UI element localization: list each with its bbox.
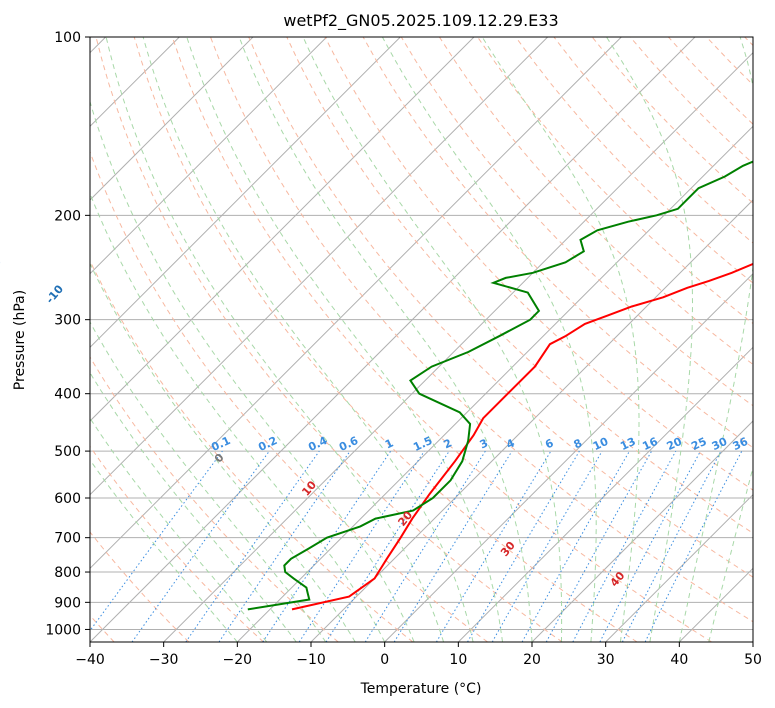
mixing-ratio-line [545,450,653,642]
y-tick-label: 800 [54,565,81,581]
dry-adiabat-line [438,37,753,366]
dry-adiabat-line [400,37,753,407]
dry-adiabat-line [248,37,753,578]
dry-adiabat-line [286,37,753,534]
moist-adiabat-line [142,37,474,642]
axes: −40 −30 −20 −10 0 10 20 30 40 50 100 200 300 400 500 60… [45,30,762,668]
isotherm-line [163,51,753,642]
moist-adiabat-line [90,371,297,642]
moist-adiabat-line [105,37,445,642]
mixing-ratio-line [90,450,223,632]
y-tick-label: 300 [54,313,81,329]
mixing-ratio-line [262,450,392,642]
moist-adiabat-line [381,37,597,642]
x-tick-label: 40 [670,652,688,668]
dry-adiabat-line [95,37,563,642]
isotherm-line [605,493,753,642]
x-tick-label: −40 [75,652,105,668]
isotherm-line [90,37,328,275]
x-tick-label: −10 [296,652,326,668]
mixing-ratio-line [131,450,270,642]
y-tick-label: 200 [54,208,81,224]
y-axis-label: Pressure (hPa) [12,290,28,390]
y-tick-label: 100 [54,30,81,46]
dry-adiabat-line [171,37,712,642]
moist-adiabat-line [606,37,693,642]
dry-adiabat-line [90,356,339,642]
y-tick-label: 500 [54,444,81,460]
mixing-ratio-label: 10 [591,435,611,453]
mixing-ratio-line [185,450,320,642]
dry-adiabat-label: -20 [0,255,4,279]
mixing-ratio-label: 25 [689,435,708,453]
x-tick-label: 0 [380,652,389,668]
isotherm-line [90,37,549,496]
temperature-profile [291,262,753,611]
moist-adiabat-line [90,459,238,642]
mixing-ratio-line [521,450,630,642]
profile-lines [247,160,753,611]
mixing-ratio-label: 20 [665,435,685,453]
dry-adiabat-label: -10 [43,282,66,306]
isotherm-line [90,37,401,349]
moist-adiabat-line [90,417,268,642]
mixing-ratio-line [298,450,425,642]
mixing-ratio-line [644,450,743,642]
moist-adiabat-line [90,99,415,642]
dry-adiabat-line [515,37,753,284]
isotherm-line [90,37,475,422]
moist-adiabat-line [186,37,503,642]
moist-adiabat-line [481,37,640,642]
mixing-ratio-line [393,450,513,642]
mixing-ratio-line [572,450,677,642]
mixing-ratio-label: 36 [731,435,751,453]
isotherm-line [90,37,254,201]
isotherm-line [457,346,753,642]
isotherm-line [236,125,753,642]
moist-adiabat-line [90,192,386,642]
y-tick-label: 700 [54,531,81,547]
y-tick-label: 900 [54,595,81,611]
isotherm-line [531,420,753,642]
mixing-ratio-label: 13 [618,435,637,453]
y-tick-label: 1000 [45,622,81,638]
x-tick-label: 50 [744,652,762,668]
plot-area [90,37,753,642]
isotherm-line [90,37,622,570]
moist-adiabat-line [238,37,533,642]
x-tick-label: 20 [523,652,541,668]
dry-adiabat-line [210,37,753,623]
y-tick-label: 600 [54,491,81,507]
x-tick-label: 10 [449,652,467,668]
mixing-ratio-line [325,450,450,642]
dry-adiabat-line [90,445,264,642]
background-lines [90,37,753,642]
x-tick-label: −20 [223,652,253,668]
dry-adiabat-line [90,259,414,642]
plot-frame [89,36,754,643]
y-tick-label: 400 [54,387,81,403]
mixing-ratio-label: 30 [710,435,730,453]
dewpoint-profile [247,160,753,611]
x-tick-label: −30 [149,652,179,668]
isotherm-line [752,641,753,642]
dry-adiabat-line [90,150,488,642]
x-tick-label: 30 [597,652,615,668]
moist-adiabat-line [90,262,356,642]
isotherm-line [384,272,753,642]
mixing-ratio-label: 16 [640,435,660,453]
x-axis-label: Temperature (°C) [360,681,482,697]
mixing-ratio-line [218,450,351,642]
dry-adiabat-line [90,531,190,642]
isotherm-line [90,37,696,642]
moist-adiabat-line [302,37,563,642]
chart-title: wetPf2_GN05.2025.109.12.29.E33 [283,11,558,31]
